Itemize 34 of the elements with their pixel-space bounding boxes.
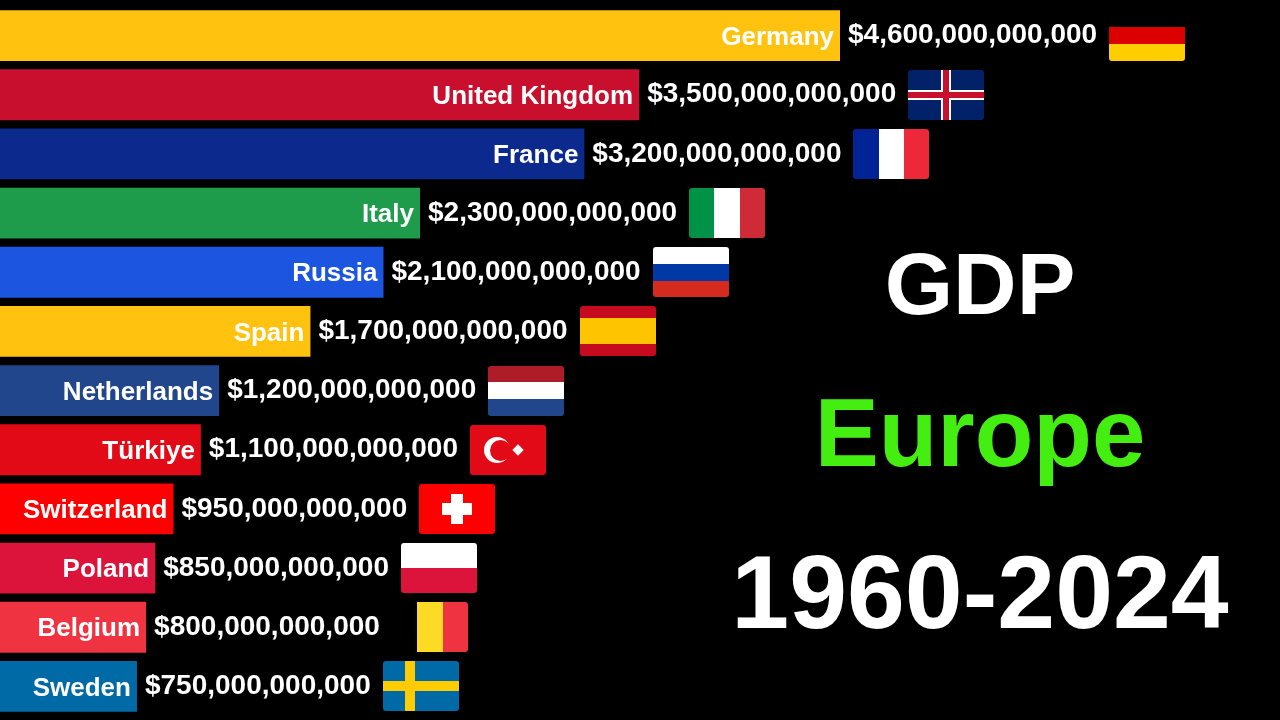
data-label: $850,000,000,000 — [163, 550, 389, 582]
y-tick-label: Türkiye — [102, 434, 195, 465]
data-label: $2,300,000,000,000 — [428, 195, 678, 227]
data-label: $1,700,000,000,000 — [318, 314, 568, 346]
text: GDP — [883, 234, 1077, 333]
y-tick-label: Poland — [62, 553, 150, 584]
data-label: $4,600,000,000,000 — [848, 18, 1098, 50]
bar — [0, 187, 420, 239]
y-tick-label: Russia — [292, 257, 379, 288]
data-label: $950,000,000,000 — [181, 491, 408, 523]
data-label: $1,200,000,000,000 — [227, 373, 477, 405]
data-label: $3,200,000,000,000 — [592, 136, 842, 168]
bar — [0, 128, 585, 180]
y-tick-label: Italy — [361, 198, 415, 229]
data-label: $750,000,000,000 — [144, 669, 371, 701]
y-tick-label: Spain — [233, 316, 305, 347]
y-tick-label: United Kingdom — [432, 79, 634, 110]
bar — [0, 69, 640, 121]
annotation: 1960-2024 — [730, 534, 1230, 650]
y-tick-label: France — [493, 139, 579, 170]
bar — [0, 305, 311, 357]
data-label: $1,100,000,000,000 — [208, 432, 459, 464]
data-label: $2,100,000,000,000 — [391, 254, 641, 286]
y-tick-label: Sweden — [32, 671, 131, 702]
bar — [0, 246, 384, 298]
y-tick-label: Switzerland — [22, 494, 168, 525]
text: Europe — [813, 379, 1147, 486]
bar — [0, 10, 840, 62]
data-label: $3,500,000,000,000 — [647, 77, 897, 109]
y-tick-label: Germany — [721, 20, 835, 51]
y-tick-label: Belgium — [37, 612, 141, 643]
bar — [0, 424, 201, 476]
y-tick-label: Netherlands — [62, 375, 214, 406]
data-label: $800,000,000,000 — [154, 609, 380, 641]
